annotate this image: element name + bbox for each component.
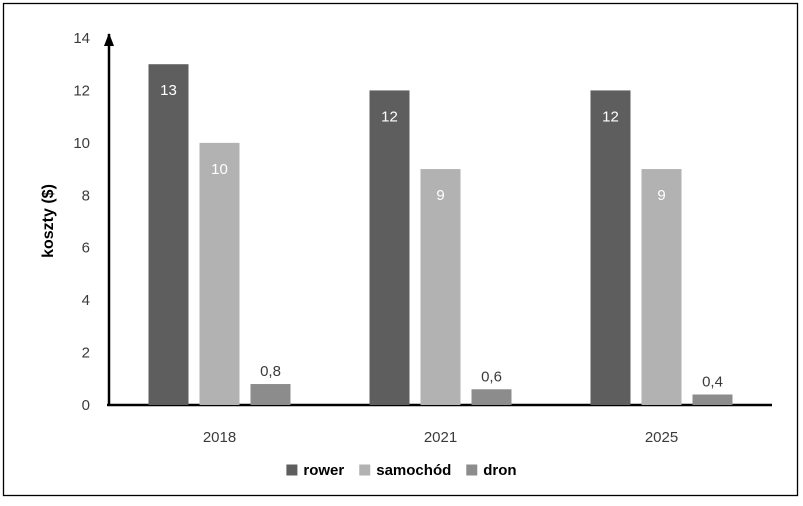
y-tick-label: 12 [73, 82, 90, 99]
legend-swatch [466, 465, 477, 476]
data-label: 13 [160, 82, 177, 99]
data-label: 12 [602, 108, 619, 125]
bar-rower-2021 [370, 90, 410, 405]
x-tick-label: 2025 [645, 429, 678, 446]
bar-samochód-2021 [421, 169, 461, 405]
bar-samochód-2018 [200, 143, 240, 405]
y-axis-title: koszty ($) [40, 184, 57, 258]
y-tick-label: 8 [82, 187, 90, 204]
bar-dron-2025 [693, 395, 733, 405]
data-label: 0,4 [702, 374, 723, 391]
y-tick-label: 10 [73, 135, 90, 152]
bar-samochód-2025 [642, 169, 682, 405]
bar-rower-2025 [591, 90, 631, 405]
y-tick-label: 2 [82, 345, 90, 362]
legend-swatch [359, 465, 370, 476]
y-tick-label: 0 [82, 397, 90, 414]
legend-label: samochód [376, 462, 451, 479]
data-label: 9 [436, 187, 444, 204]
data-label: 9 [657, 187, 665, 204]
legend-label: dron [483, 462, 516, 479]
y-tick-label: 6 [82, 240, 90, 257]
legend-label: rower [303, 462, 344, 479]
bar-dron-2021 [472, 389, 512, 405]
y-tick-label: 14 [73, 30, 90, 47]
x-tick-label: 2021 [424, 429, 457, 446]
data-label: 12 [381, 108, 398, 125]
bar-dron-2018 [251, 384, 291, 405]
x-tick-label: 2018 [203, 429, 236, 446]
bar-rower-2018 [149, 64, 189, 405]
y-tick-label: 4 [82, 292, 90, 309]
legend-swatch [286, 465, 297, 476]
data-label: 0,6 [481, 368, 502, 385]
data-label: 0,8 [260, 363, 281, 380]
data-label: 10 [211, 161, 228, 178]
